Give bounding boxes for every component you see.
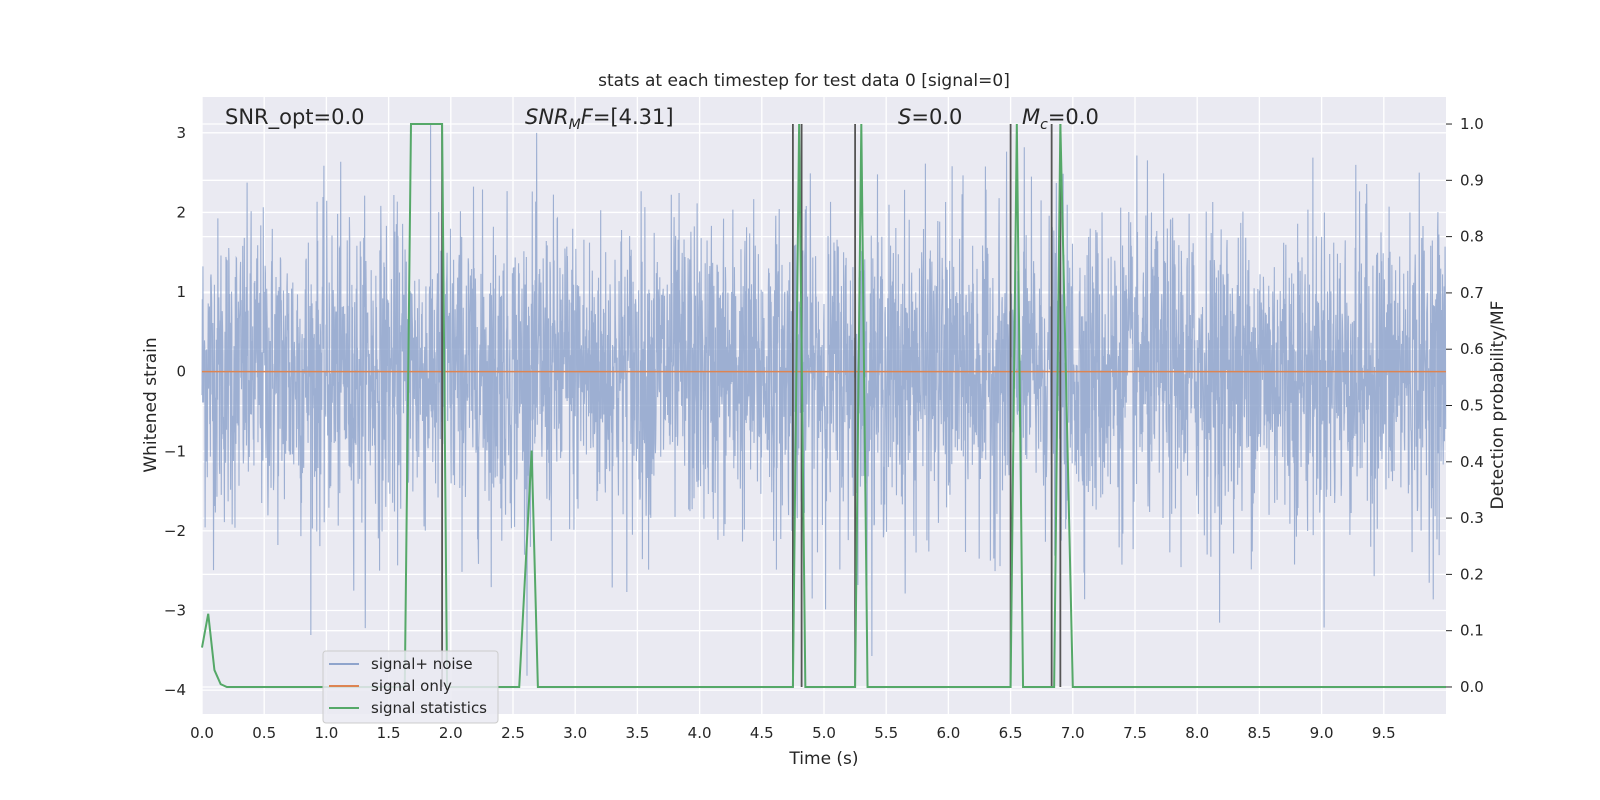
x-tick-label: 8.0 (1185, 724, 1209, 742)
ticks: 0.0 0.5 1.0 1.5 2.0 2.5 3.0 3.5 4.0 4.5 5.0 5.5 6.0 6… (164, 115, 1484, 742)
x-tick-label: 8.5 (1247, 724, 1271, 742)
legend-label: signal+ noise (371, 655, 473, 673)
x-tick-label: 9.5 (1372, 724, 1396, 742)
annotation-s: S=0.0 (898, 105, 962, 129)
annotation-snr-opt: SNR_opt=0.0 (225, 105, 365, 130)
chart-title: stats at each timestep for test data 0 [… (598, 71, 1010, 91)
x-tick-label: 0.5 (252, 724, 276, 742)
x-tick-label: 5.0 (812, 724, 836, 742)
y2-tick-label: 0.8 (1460, 228, 1484, 246)
y-tick-label: −2 (164, 522, 186, 540)
x-tick-label: 4.5 (750, 724, 774, 742)
x-tick-label: 6.0 (936, 724, 960, 742)
x-tick-label: 4.0 (688, 724, 712, 742)
y2-axis-label: Detection probability/MF (1488, 301, 1508, 510)
annotation-mc: Mc=0.0 (1022, 105, 1099, 133)
x-tick-label: 1.5 (377, 724, 401, 742)
x-axis-label: Time (s) (788, 749, 858, 769)
y2-tick-label: 0.2 (1460, 565, 1484, 583)
y2-tick-label: 0.5 (1460, 397, 1484, 415)
y2-tick-label: 0.3 (1460, 509, 1484, 527)
legend-label: signal statistics (371, 699, 487, 717)
x-tick-label: 5.5 (874, 724, 898, 742)
annotation-snr-mf: SNRMF=[4.31] (525, 105, 674, 133)
y2-tick-label: 0.0 (1460, 678, 1484, 696)
y-axis-label: Whitened strain (141, 337, 161, 472)
y-tick-label: 1 (176, 283, 186, 301)
x-tick-label: 7.5 (1123, 724, 1147, 742)
x-tick-label: 0.0 (190, 724, 214, 742)
legend-label: signal only (371, 677, 452, 695)
x-tick-label: 9.0 (1310, 724, 1334, 742)
y-tick-label: −4 (164, 681, 186, 699)
legend-box (322, 650, 499, 724)
data-layer (201, 123, 1447, 688)
x-tick-label: 3.0 (563, 724, 587, 742)
y2-tick-label: 0.4 (1460, 453, 1484, 471)
y2-tick-label: 1.0 (1460, 115, 1484, 133)
y2-tick-label: 0.7 (1460, 284, 1484, 302)
x-tick-label: 3.5 (625, 724, 649, 742)
y-tick-label: 2 (176, 203, 186, 221)
y-tick-label: 3 (176, 124, 186, 142)
y2-tick-label: 0.9 (1460, 171, 1484, 189)
series-signal-statistics (201, 123, 1446, 688)
x-tick-label: 6.5 (999, 724, 1023, 742)
x-tick-label: 2.0 (439, 724, 463, 742)
y2-tick-label: 0.6 (1460, 340, 1484, 358)
y-tick-label: 0 (176, 363, 186, 381)
x-tick-label: 2.5 (501, 724, 525, 742)
y-tick-label: −3 (164, 602, 186, 620)
x-tick-label: 1.0 (314, 724, 338, 742)
y2-tick-label: 0.1 (1460, 622, 1484, 640)
x-tick-label: 7.0 (1061, 724, 1085, 742)
legend: signal+ noise signal only signal statistic… (322, 650, 499, 724)
y-tick-label: −1 (164, 442, 186, 460)
